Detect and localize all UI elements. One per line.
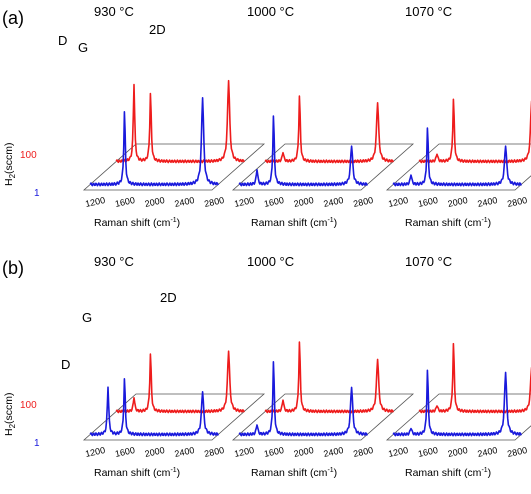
- x-tick-label: 2400: [477, 445, 499, 459]
- x-tick-label: 2800: [352, 195, 374, 209]
- subplot-1: 1200 1600 2000 2400 2800 Raman shift (cm-1) 10…: [231, 254, 415, 479]
- x-tick-label: 2000: [293, 195, 315, 209]
- spectrum-h2-100: [418, 98, 531, 164]
- base-plane: [82, 393, 266, 441]
- temperature-title: 1070 °C: [405, 4, 452, 19]
- x-tick-label: 2400: [477, 195, 499, 209]
- subplot-2: 1200 1600 2000 2400 2800 Raman shift (cm-1) 10…: [385, 254, 531, 479]
- spectrum-h2-1: [89, 378, 219, 437]
- spectrum-h2-100: [418, 342, 531, 414]
- x-tick-label: 2000: [447, 195, 469, 209]
- base-plane: [231, 143, 415, 191]
- z-axis-label: H2(sccm): [3, 392, 17, 436]
- spectrum-h2-100: [264, 341, 394, 414]
- panel-label: (b): [2, 258, 24, 278]
- x-tick-label: 1600: [114, 445, 136, 459]
- x-tick-label: 1200: [84, 445, 106, 459]
- temperature-title: 930 °C: [94, 4, 134, 19]
- z-axis-label: H2(sccm): [3, 142, 17, 186]
- base-plane: [82, 143, 266, 191]
- temperature-title: 1000 °C: [247, 254, 294, 269]
- x-tick-label: 2800: [203, 445, 225, 459]
- x-tick-label: 1600: [263, 445, 285, 459]
- base-plane: [231, 393, 415, 441]
- x-tick-label: 1200: [233, 195, 255, 209]
- spectrum-h2-1: [392, 127, 522, 187]
- x-axis-label: Raman shift (cm-1): [251, 467, 337, 479]
- base-plane: [385, 143, 531, 191]
- peak-label-g: G: [82, 310, 92, 325]
- x-tick-label: 2400: [323, 445, 345, 459]
- x-axis-label: Raman shift (cm-1): [94, 467, 180, 479]
- x-tick-label: 2800: [203, 195, 225, 209]
- spectrum-h2-100: [115, 79, 245, 164]
- peak-label-d: D: [61, 357, 70, 372]
- temperature-title: 930 °C: [94, 254, 134, 269]
- x-tick-label: 1600: [263, 195, 285, 209]
- x-tick-label: 1200: [387, 195, 409, 209]
- x-tick-label: 1200: [387, 445, 409, 459]
- subplot-1: 1200 1600 2000 2400 2800 Raman shift (cm-1) 10…: [231, 4, 415, 229]
- panel-b: (b) H2(sccm) 100 1 1200 1600 2000 2400 2800 Raman…: [2, 254, 531, 479]
- subplot-2: 1200 1600 2000 2400 2800 Raman shift (cm-1) 10…: [385, 4, 531, 229]
- x-tick-label: 2800: [506, 445, 528, 459]
- subplot-0: 1200 1600 2000 2400 2800 Raman shift (cm-1) 93…: [82, 254, 266, 479]
- x-tick-label: 2800: [352, 445, 374, 459]
- x-tick-label: 1600: [417, 195, 439, 209]
- spectrum-h2-100: [264, 95, 394, 164]
- peak-label-g: G: [78, 40, 88, 55]
- peak-label-2d: 2D: [160, 290, 177, 305]
- x-axis-label: Raman shift (cm-1): [405, 467, 491, 479]
- temperature-title: 1000 °C: [247, 4, 294, 19]
- x-tick-label: 1200: [233, 445, 255, 459]
- x-tick-label: 1600: [417, 445, 439, 459]
- x-axis-label: Raman shift (cm-1): [405, 217, 491, 229]
- subplot-0: 1200 1600 2000 2400 2800 Raman shift (cm-1) 93…: [82, 4, 266, 229]
- z-tick-1: 1: [34, 188, 40, 199]
- x-axis-label: Raman shift (cm-1): [251, 217, 337, 229]
- spectrum-h2-100: [115, 350, 245, 414]
- x-tick-label: 1600: [114, 195, 136, 209]
- x-axis-label: Raman shift (cm-1): [94, 217, 180, 229]
- x-tick-label: 2400: [174, 195, 196, 209]
- x-tick-label: 2000: [447, 445, 469, 459]
- peak-label-2d: 2D: [149, 22, 166, 37]
- x-tick-label: 2400: [323, 195, 345, 209]
- base-plane: [385, 393, 531, 441]
- x-tick-label: 2400: [174, 445, 196, 459]
- spectrum-h2-1: [392, 369, 522, 437]
- panel-label: (a): [2, 8, 24, 28]
- z-tick-1: 1: [34, 438, 40, 449]
- temperature-title: 1070 °C: [405, 254, 452, 269]
- z-tick-100: 100: [20, 150, 37, 161]
- x-tick-label: 2000: [144, 195, 166, 209]
- spectrum-h2-1: [238, 115, 368, 187]
- x-tick-label: 2000: [144, 445, 166, 459]
- panel-a: (a) H2(sccm) 100 1 1200 1600 2000 2400 2800 Raman…: [2, 4, 531, 229]
- spectrum-h2-1: [238, 361, 368, 437]
- x-tick-label: 1200: [84, 195, 106, 209]
- z-tick-100: 100: [20, 400, 37, 411]
- x-tick-label: 2000: [293, 445, 315, 459]
- spectrum-h2-1: [89, 97, 219, 187]
- x-tick-label: 2800: [506, 195, 528, 209]
- peak-label-d: D: [58, 33, 67, 48]
